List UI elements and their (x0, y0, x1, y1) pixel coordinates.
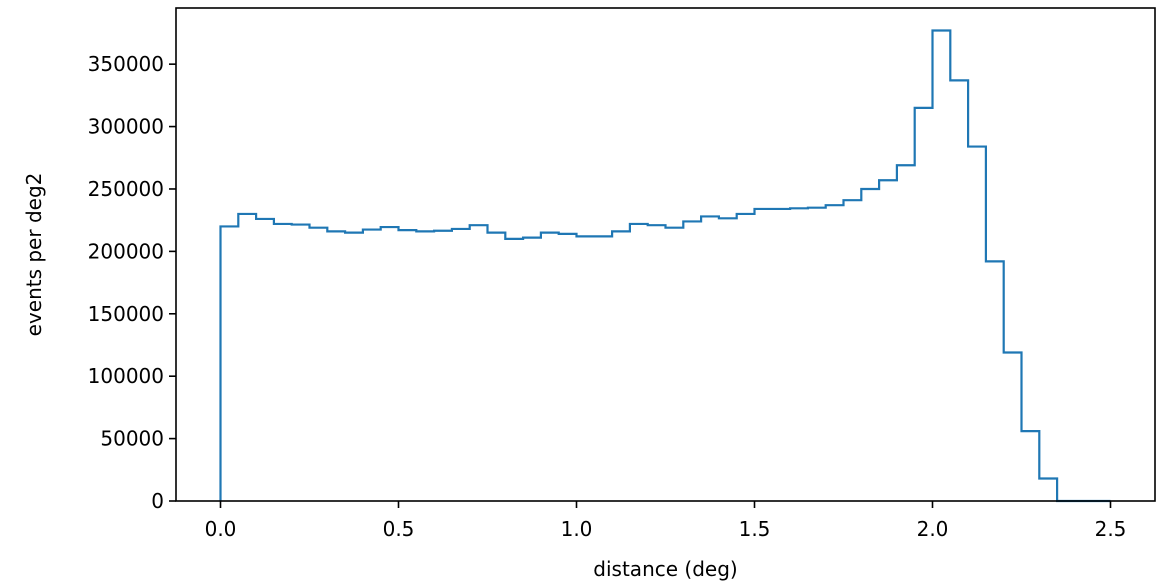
x-tick-label: 2.5 (1095, 517, 1127, 541)
x-axis-ticks: 0.0 0.5 1.0 1.5 2.0 2.5 (205, 501, 1127, 541)
plot-frame (175, 7, 1156, 502)
y-tick-label: 150000 (88, 302, 164, 326)
y-tick-label: 50000 (100, 427, 164, 451)
x-tick-label: 0.0 (205, 517, 237, 541)
plot-area (219, 29, 1111, 503)
x-tick-label: 1.0 (561, 517, 593, 541)
y-axis-label: events per deg2 (22, 173, 46, 337)
x-axis-label: distance (deg) (593, 557, 737, 581)
x-tick-label: 0.5 (383, 517, 415, 541)
y-axis-ticks: 0 50000 100000 150000 200000 250000 300000 3500… (88, 52, 176, 513)
y-tick-label: 250000 (88, 177, 164, 201)
y-tick-label: 0 (151, 489, 164, 513)
x-tick-label: 2.0 (917, 517, 949, 541)
y-tick-label: 300000 (88, 115, 164, 139)
x-tick-label: 1.5 (739, 517, 771, 541)
y-tick-label: 200000 (88, 239, 164, 263)
histogram-step-line (219, 29, 1111, 503)
y-tick-label: 100000 (88, 364, 164, 388)
y-tick-label: 350000 (88, 52, 164, 76)
